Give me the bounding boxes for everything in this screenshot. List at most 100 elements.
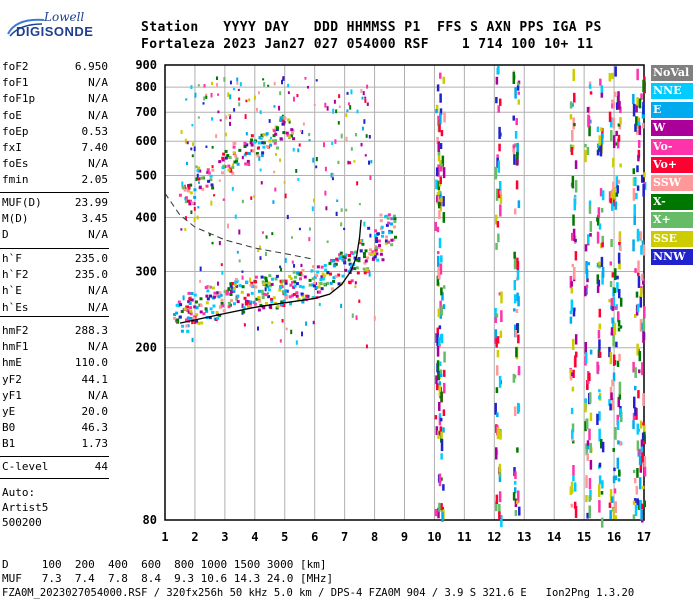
trace-point xyxy=(183,188,187,192)
noise-mark xyxy=(236,81,239,85)
noise-mark xyxy=(587,262,591,266)
trace-point xyxy=(380,248,384,252)
trace-point xyxy=(255,152,259,156)
noise-mark xyxy=(632,514,636,519)
noise-mark xyxy=(232,87,235,91)
noise-mark xyxy=(643,424,646,438)
noise-mark xyxy=(642,182,646,186)
trace-point xyxy=(260,289,264,293)
trace-point xyxy=(232,288,236,292)
param-name: C-level xyxy=(2,460,49,473)
trace-point xyxy=(337,282,341,286)
noise-mark xyxy=(436,333,439,347)
param-row: B1 1.73 xyxy=(2,437,108,453)
noise-mark xyxy=(616,419,620,430)
noise-mark xyxy=(440,453,443,460)
trace-point xyxy=(235,157,239,161)
noise-mark xyxy=(347,102,350,106)
noise-mark xyxy=(612,475,616,484)
noise-mark xyxy=(514,471,517,479)
trace-point xyxy=(355,258,359,262)
noise-mark xyxy=(512,144,516,153)
trace-point xyxy=(334,274,338,278)
noise-mark xyxy=(618,241,621,245)
trace-point xyxy=(338,253,342,257)
noise-mark xyxy=(513,374,517,379)
noise-mark xyxy=(584,286,587,297)
trace-point xyxy=(332,276,336,280)
muf-row: MUF 7.3 7.4 7.8 8.4 9.3 10.6 14.3 24.0 [… xyxy=(2,572,334,585)
noise-mark xyxy=(589,412,593,422)
trace-point xyxy=(276,304,280,308)
noise-mark xyxy=(197,84,200,87)
noise-mark xyxy=(617,478,621,482)
trace-point xyxy=(229,299,233,303)
trace-point xyxy=(312,284,316,288)
noise-mark xyxy=(442,369,446,377)
noise-mark xyxy=(513,279,517,291)
trace-point xyxy=(189,309,193,313)
trace-point xyxy=(185,324,189,328)
noise-mark xyxy=(613,287,616,294)
noise-mark xyxy=(349,105,352,110)
noise-mark xyxy=(633,314,637,318)
noise-mark xyxy=(513,294,517,304)
trace-point xyxy=(184,200,188,204)
trace-point xyxy=(190,298,194,302)
noise-mark xyxy=(618,100,621,110)
trace-point xyxy=(209,307,213,311)
noise-mark xyxy=(267,84,270,87)
noise-mark xyxy=(441,512,444,522)
noise-mark xyxy=(569,316,573,324)
noise-mark xyxy=(589,119,592,124)
noise-mark xyxy=(340,222,343,227)
noise-mark xyxy=(281,318,284,323)
trace-point xyxy=(236,162,240,166)
noise-mark xyxy=(637,500,641,510)
noise-mark xyxy=(343,227,346,231)
trace-point xyxy=(244,162,248,166)
legend-item: SSE xyxy=(651,230,693,247)
noise-mark xyxy=(573,267,576,280)
noise-mark xyxy=(641,273,644,281)
noise-mark xyxy=(362,91,365,96)
param-value: 2.05 xyxy=(81,173,109,187)
trace-point xyxy=(377,239,381,243)
trace-point xyxy=(218,160,222,164)
noise-mark xyxy=(356,109,359,114)
trace-point xyxy=(240,290,244,294)
noise-mark xyxy=(611,99,614,103)
trace-point xyxy=(295,291,299,295)
noise-mark xyxy=(264,287,267,292)
trace-point xyxy=(175,303,179,307)
trace-point xyxy=(279,279,283,283)
noise-mark xyxy=(293,264,296,268)
param-row: foF1p N/A xyxy=(2,92,108,108)
trace-point xyxy=(255,297,259,301)
noise-mark xyxy=(513,256,517,270)
trace-point xyxy=(218,291,222,295)
noise-mark xyxy=(638,351,642,362)
noise-mark xyxy=(350,147,353,151)
noise-mark xyxy=(572,475,575,482)
noise-mark xyxy=(617,134,621,142)
noise-mark xyxy=(248,98,251,102)
trace-point xyxy=(195,306,199,310)
trace-point xyxy=(262,292,266,296)
trace-point xyxy=(389,222,393,226)
trace-point xyxy=(322,274,326,278)
trace-point xyxy=(310,269,314,273)
file-info-row: FZA0M_2023027054000.RSF / 320fx256h 50 k… xyxy=(2,587,635,599)
noise-mark xyxy=(443,111,446,123)
noise-mark xyxy=(245,99,248,103)
trace-point xyxy=(279,116,283,120)
noise-mark xyxy=(589,392,592,404)
noise-mark xyxy=(499,430,502,440)
noise-mark xyxy=(261,231,264,234)
noise-mark xyxy=(513,251,516,259)
noise-mark xyxy=(305,321,308,326)
trace-point xyxy=(383,215,387,219)
trace-point xyxy=(375,236,379,240)
trace-point xyxy=(196,169,200,173)
noise-mark xyxy=(634,176,637,187)
